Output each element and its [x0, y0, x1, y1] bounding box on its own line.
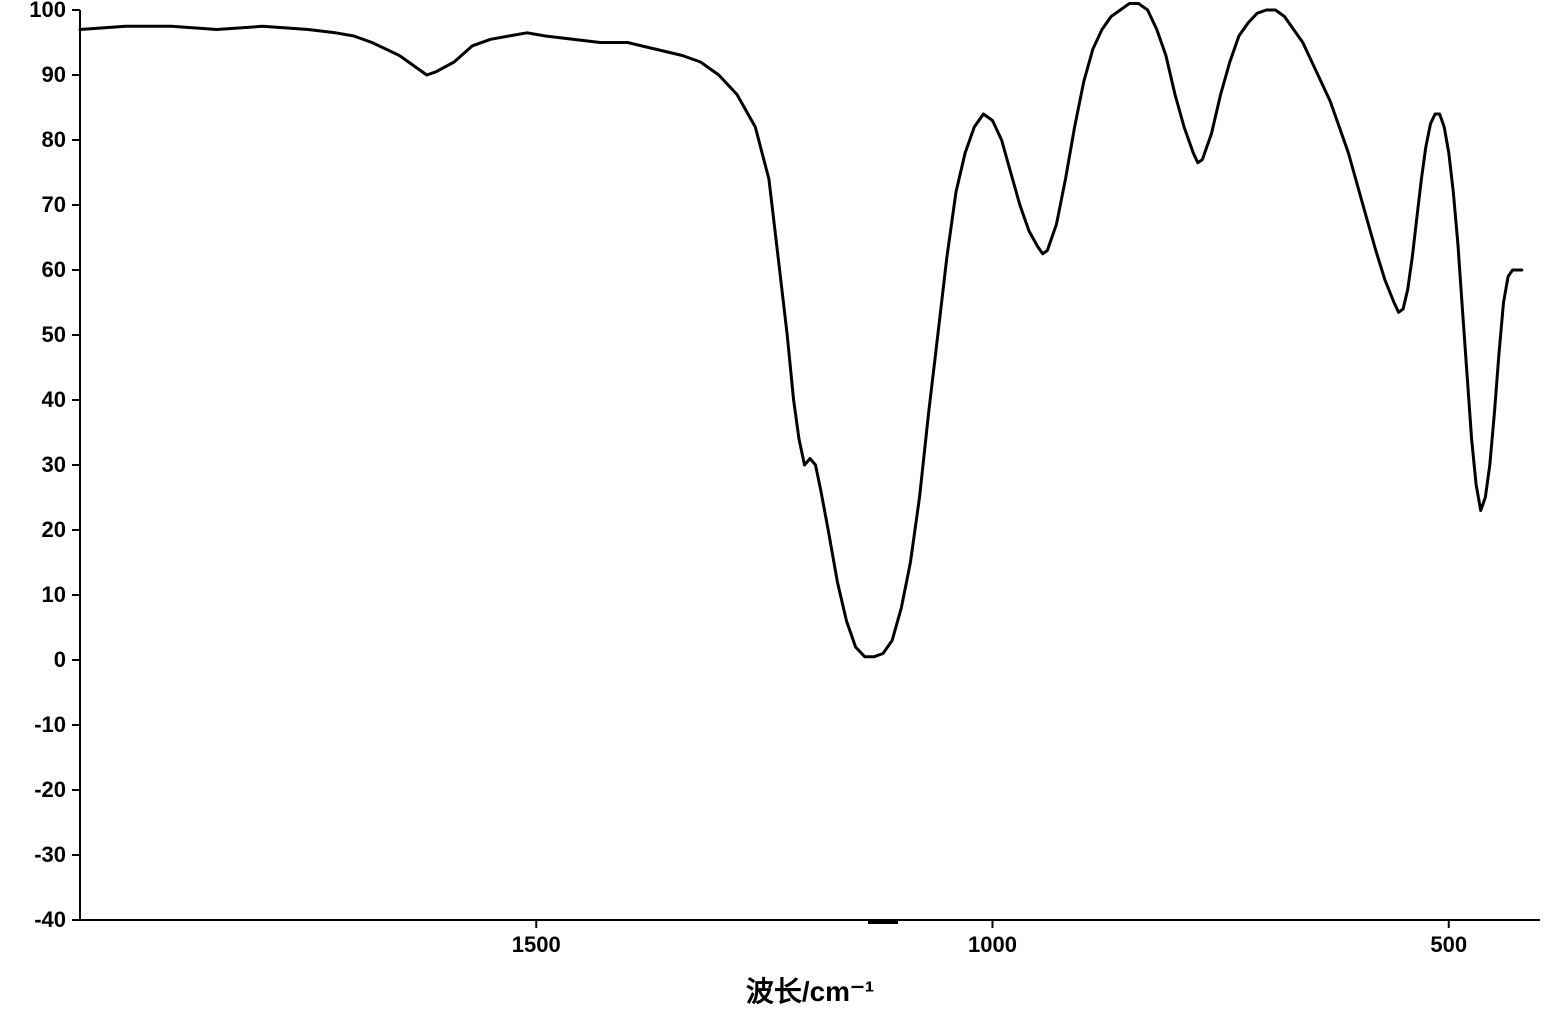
x-tick-label: 1000: [968, 932, 1017, 958]
chart-svg: [0, 0, 1554, 1021]
x-tick-label: 1500: [512, 932, 561, 958]
ir-spectrum-chart: -40 -30 -20 -10 0 10 20 30 40 50 60 70 80 90 100 1500 10…: [0, 0, 1554, 1021]
y-tick-label: -20: [0, 777, 66, 803]
y-tick-label: 70: [0, 192, 66, 218]
y-tick-label: -10: [0, 712, 66, 738]
x-axis-label: 波长/cm⁻¹: [746, 970, 874, 1010]
y-tick-label: 10: [0, 582, 66, 608]
y-tick-label: 90: [0, 62, 66, 88]
y-tick-label: 50: [0, 322, 66, 348]
y-tick-label: 0: [0, 647, 66, 673]
y-tick-label: 80: [0, 127, 66, 153]
y-tick-label: 60: [0, 257, 66, 283]
y-tick-label: -40: [0, 907, 66, 933]
y-tick-label: -30: [0, 842, 66, 868]
y-tick-label: 20: [0, 517, 66, 543]
y-tick-label: 40: [0, 387, 66, 413]
y-tick-label: 30: [0, 452, 66, 478]
y-tick-label: 100: [0, 0, 66, 23]
x-tick-label: 500: [1430, 932, 1467, 958]
